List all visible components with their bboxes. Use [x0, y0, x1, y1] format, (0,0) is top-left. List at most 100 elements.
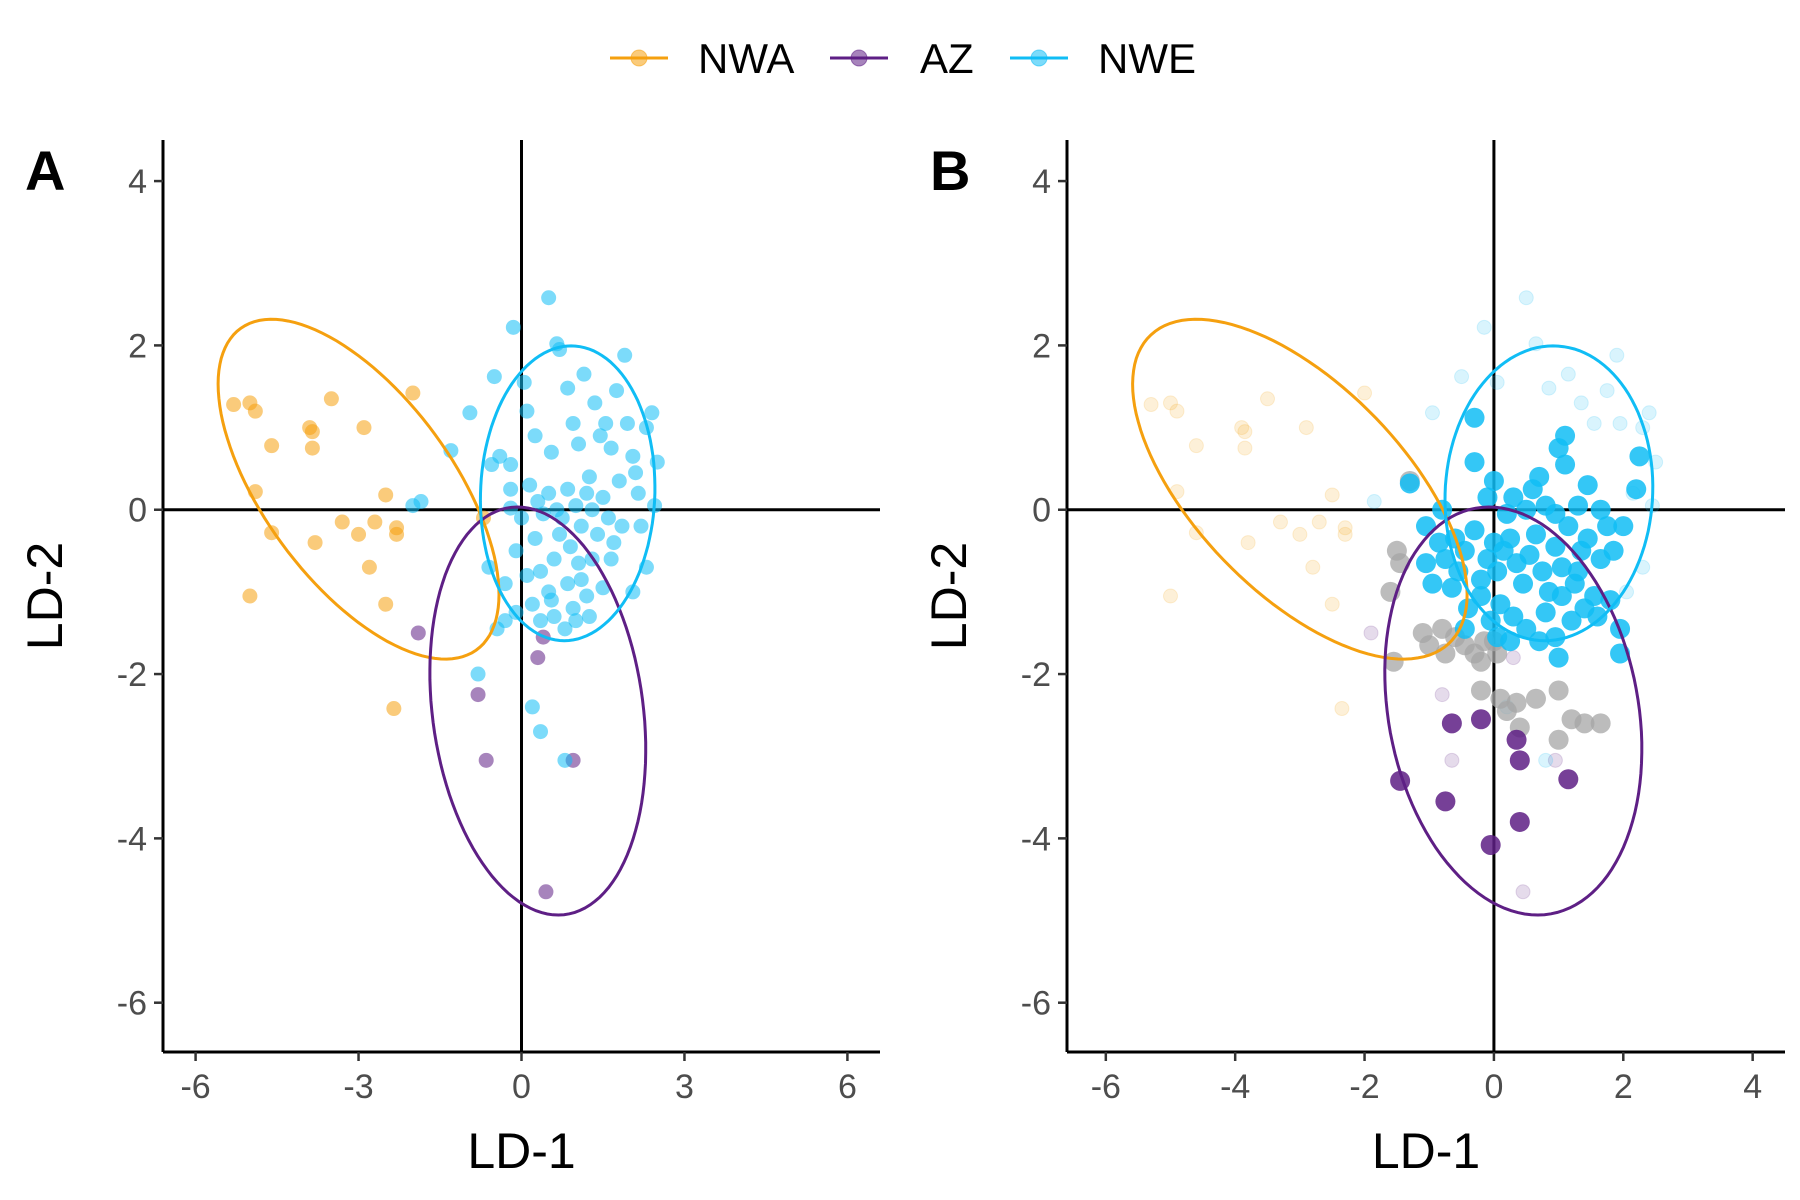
panel-a-point-nwe [576, 366, 592, 382]
panel-b-y-tick-label: 2 [1032, 327, 1051, 365]
panel-a-point-nwe [598, 415, 614, 431]
panel-b-y-tick-label: -4 [1021, 820, 1051, 858]
panel-a-point-nwe [516, 374, 532, 390]
panel-a-point-nwe [611, 473, 627, 489]
panel-b-y-axis-title: LD-2 [921, 542, 977, 650]
panel-a-point-nwe [581, 609, 597, 625]
panel-b-faded-point-nwe [1541, 380, 1557, 396]
panel-a-point-nwe [492, 448, 508, 464]
panel-b-point-nwe [1561, 610, 1582, 631]
panel-b-point-nwe [1422, 573, 1443, 594]
panel-b-unassigned-point [1419, 635, 1440, 656]
panel-b-point-nwe [1577, 528, 1598, 549]
panel-b-faded-point-az [1505, 650, 1521, 666]
panel-a-point-nwa [367, 514, 383, 530]
panel-b-x-tick-label: 4 [1743, 1068, 1762, 1106]
panel-b-point-az [1558, 769, 1579, 790]
panel-a-point-nwe [592, 428, 608, 444]
panel-b-faded-point-nwe [1573, 395, 1589, 411]
panel-b-point-nwe [1477, 487, 1498, 508]
panel-b-point-nwe [1483, 470, 1504, 491]
panel-a-point-nwe [603, 440, 619, 456]
panel-a-point-nwe [581, 469, 597, 485]
panel-b-unassigned-point [1574, 713, 1595, 734]
panel-b-faded-point-nwa [1324, 487, 1340, 503]
panel-a-point-nwe [565, 415, 581, 431]
panel-b-x-tick-label: 0 [1484, 1068, 1503, 1106]
panel-b-point-nwe [1597, 516, 1618, 537]
panel-b-faded-point-nwa [1334, 701, 1350, 717]
panel-b-faded-point-az [1444, 752, 1460, 768]
panel-a-point-nwe [587, 395, 603, 411]
panel-a-y-tick-label: 2 [128, 327, 147, 365]
panel-a-point-nwe [557, 621, 573, 637]
panel-a-point-nwa [405, 385, 421, 401]
panel-a-point-nwe [600, 510, 616, 526]
panel-b-point-nwe [1490, 594, 1511, 615]
panel-b-unassigned-point [1390, 553, 1411, 574]
panel-a-x-tick-label: 6 [838, 1068, 857, 1106]
panel-b-unassigned-point [1470, 651, 1491, 672]
panel-b-ellipse-nwe [1443, 344, 1655, 643]
panel-b-point-az [1470, 709, 1491, 730]
panel-b-faded-point-nwe [1609, 347, 1625, 363]
panel-b-y-tick-label: 4 [1032, 163, 1051, 201]
panel-a-point-nwe [514, 510, 529, 526]
panel-b-point-nwe [1613, 516, 1634, 537]
panel-b-unassigned-point [1548, 680, 1569, 701]
panel-a-point-nwa [356, 420, 372, 436]
panel-b-point-nwe [1568, 495, 1589, 516]
panel-b-point-nwe [1545, 536, 1566, 557]
panel-b-faded-point-nwa [1324, 596, 1340, 612]
panel-a-point-nwe [614, 518, 630, 534]
panel-b-faded-point-az [1547, 752, 1563, 768]
panel-a-point-nwe [560, 481, 576, 497]
panel-a-point-nwe [568, 498, 584, 514]
panel-a-y-axis-title: LD-2 [17, 542, 73, 650]
panel-b-x-tick-label: 2 [1614, 1068, 1633, 1106]
panel-a-point-nwe [579, 588, 595, 604]
panel-b-point-nwe [1441, 577, 1462, 598]
panel-a-point-nwe [486, 369, 502, 385]
panel-b-ellipse-nwa [1131, 317, 1469, 661]
panel-b-faded-point-nwe [1612, 415, 1628, 431]
panel-b-point-nwe [1535, 602, 1556, 623]
panel-a-point-nwe [497, 576, 513, 592]
panel-a-point-nwe [584, 502, 600, 518]
panel-a-y-tick-label: 0 [128, 492, 147, 530]
panel-a-point-nwe [573, 572, 589, 588]
panel-b-point-nwe [1500, 528, 1521, 549]
panel-a-point-nwe [533, 613, 549, 629]
panel-a-y-tick-label: -6 [117, 985, 147, 1023]
panel-a-point-nwe [527, 428, 543, 444]
panel-b-point-nwe [1399, 473, 1420, 494]
panel-a-point-nwe [527, 530, 543, 546]
panel-b-point-az [1435, 791, 1456, 812]
panel-b-faded-point-nwe [1641, 405, 1657, 421]
panel-a-point-nwe [524, 699, 540, 715]
panel-b-faded-point-nwa [1240, 535, 1256, 551]
panel-b-point-nwe [1435, 549, 1456, 570]
panel-a-point-nwe [524, 596, 540, 612]
panel-a-point-nwe [557, 752, 573, 768]
legend-label-nwe: NWE [1098, 35, 1196, 82]
panel-b-point-nwe [1487, 561, 1508, 582]
panel-a-point-nwa [226, 397, 242, 413]
panel-b-faded-point-nwa [1357, 385, 1373, 401]
panel-a-point-nwa [351, 526, 367, 542]
panel-b-point-nwe [1551, 586, 1572, 606]
panel-a-point-nwe [562, 539, 578, 555]
panel-a-point-nwe [546, 551, 562, 567]
panel-b-point-nwe [1555, 454, 1576, 475]
panel-b-point-az [1509, 811, 1530, 832]
panel-a-point-nwe [519, 567, 535, 583]
panel-a-x-tick-label: -3 [343, 1068, 373, 1106]
panel-b-faded-point-nwe [1518, 290, 1534, 306]
panel-a-point-nwe [568, 613, 584, 629]
panel-a-point-az [530, 650, 546, 666]
panel-b-point-nwe [1545, 627, 1566, 648]
panel-b-faded-point-nwa [1237, 440, 1253, 456]
panel-a-point-nwe [560, 380, 576, 396]
panel-b-y-tick-label: -2 [1021, 656, 1051, 694]
panel-a-y-tick-label: -2 [117, 656, 147, 694]
